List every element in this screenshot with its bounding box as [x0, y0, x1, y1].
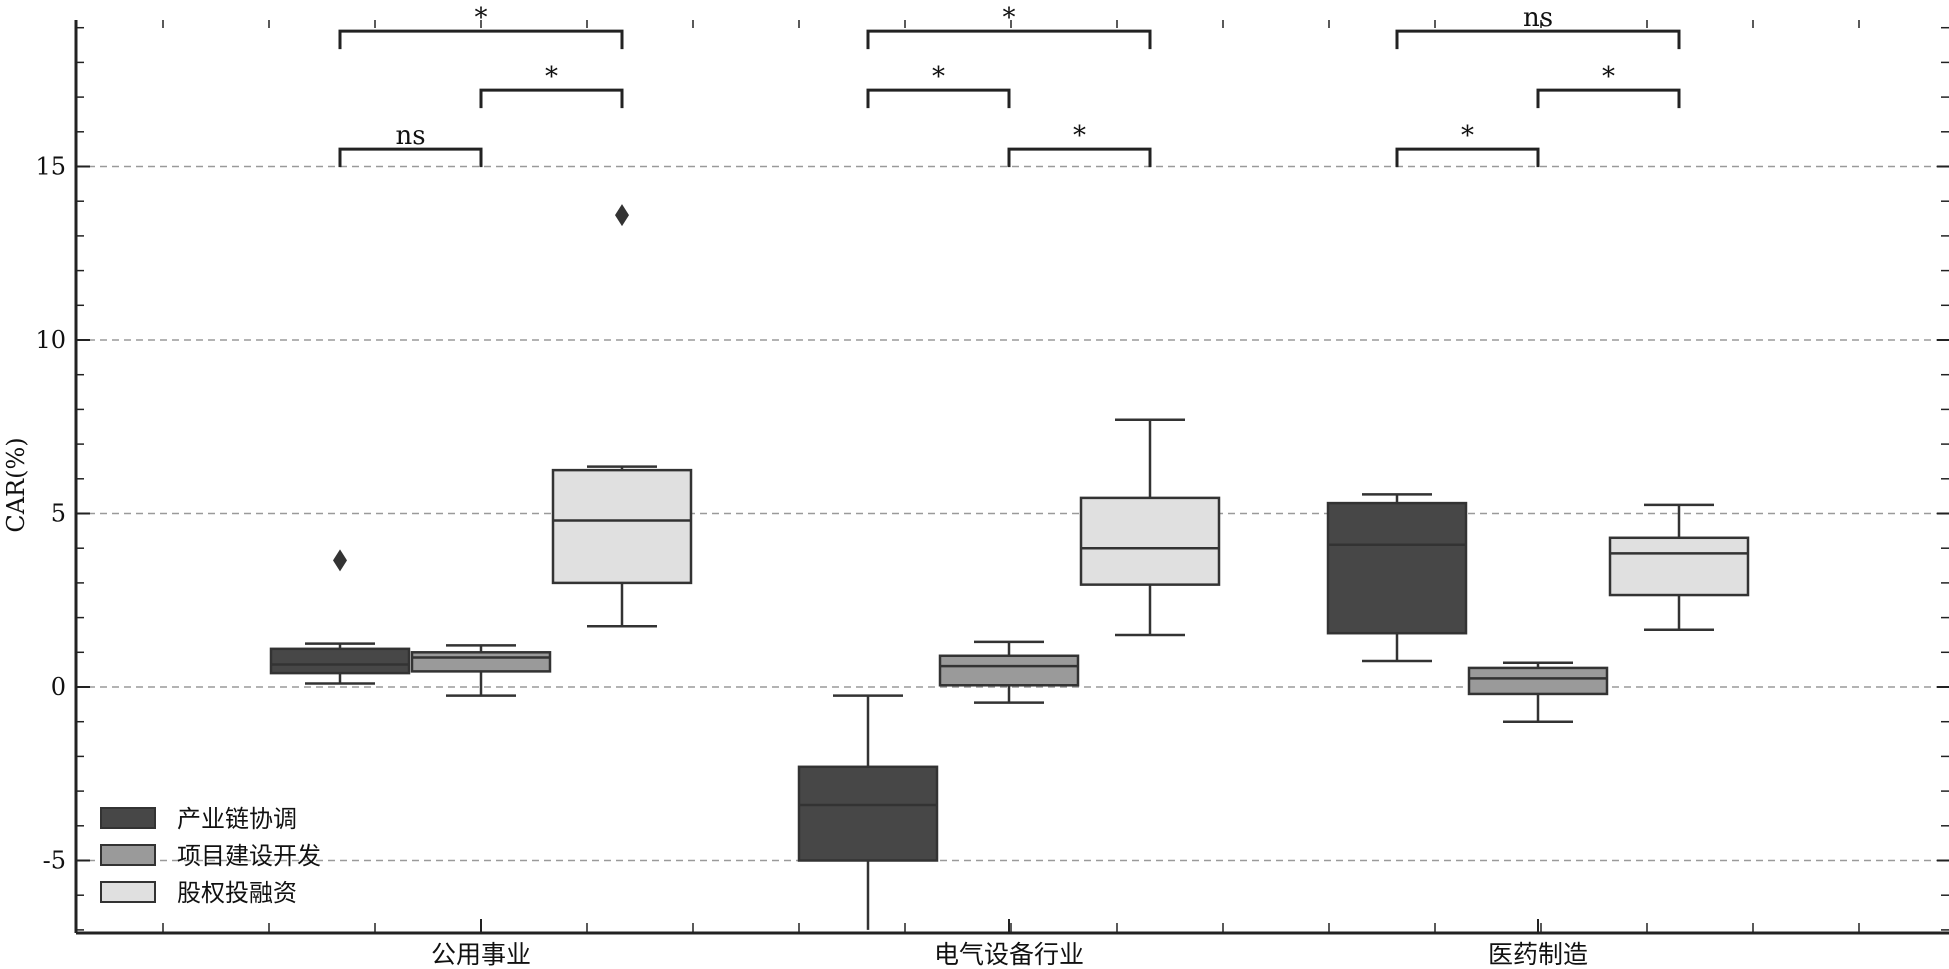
box-group [269, 549, 411, 685]
significance-bracket: * [479, 62, 624, 109]
box-group [551, 204, 693, 628]
box [1326, 501, 1468, 635]
significance-label: * [545, 62, 558, 92]
significance-bracket: * [338, 3, 624, 50]
x-category-label: 公用事业 [431, 940, 531, 969]
significance-bracket: * [1395, 121, 1540, 168]
legend-label: 股权投融资 [177, 879, 297, 907]
box-group [410, 644, 552, 697]
significance-label: * [1602, 62, 1615, 92]
gridlines [76, 165, 1949, 862]
significance-label: * [475, 3, 488, 33]
bracket-line [338, 29, 624, 50]
y-axis-label: CAR(%) [2, 437, 30, 532]
bracket-line [1395, 147, 1540, 168]
axes: -5 0 5 10 15 公用事业 电气设备行业 医药制造 [35, 20, 1949, 969]
x-category-label: 医药制造 [1488, 940, 1588, 969]
significance-bracket: ns [338, 121, 483, 168]
box-group [938, 640, 1080, 704]
legend-swatch [100, 844, 156, 866]
legend-swatch [100, 807, 156, 829]
bracket-line [479, 88, 624, 109]
significance-label: * [1003, 3, 1016, 33]
legend-label: 项目建设开发 [177, 842, 321, 870]
box [1608, 536, 1750, 597]
significance-bracket: * [1536, 62, 1681, 109]
y-tick-label: 10 [35, 326, 66, 354]
box-group [797, 694, 939, 930]
box-group [1079, 418, 1221, 637]
outlier-marker [615, 204, 629, 227]
bracket-line [338, 147, 483, 168]
x-category-label: 电气设备行业 [934, 940, 1084, 969]
box [1079, 496, 1221, 586]
y-tick-label: -5 [43, 847, 66, 875]
y-tick-label: 0 [51, 673, 66, 701]
box [410, 651, 552, 673]
significance-bracket: * [866, 3, 1152, 50]
box-group [1326, 493, 1468, 663]
box-plots [269, 204, 1750, 930]
legend-item: 股权投融资 [100, 879, 297, 907]
significance-label: * [1073, 121, 1086, 151]
legend-label: 产业链协调 [177, 805, 297, 833]
box [938, 654, 1080, 687]
legend-item: 产业链协调 [100, 805, 297, 833]
legend-swatch [100, 881, 156, 903]
bracket-line [1395, 29, 1681, 50]
box [797, 765, 939, 862]
box-group [1467, 661, 1609, 723]
box [1467, 666, 1609, 696]
box-group [1608, 503, 1750, 631]
significance-label: ns [1523, 3, 1553, 33]
significance-brackets: * * ns * * * ns * * [338, 3, 1681, 168]
significance-label: ns [395, 121, 425, 151]
significance-bracket: ns [1395, 3, 1681, 50]
box [551, 468, 693, 585]
legend-item: 项目建设开发 [100, 842, 321, 870]
significance-label: * [1461, 121, 1474, 151]
bracket-line [866, 29, 1152, 50]
bracket-line [1536, 88, 1681, 109]
bracket-line [866, 88, 1011, 109]
significance-bracket: * [866, 62, 1011, 109]
box [269, 647, 411, 675]
y-tick-label: 5 [51, 500, 66, 528]
bracket-line [1007, 147, 1152, 168]
outlier-marker [333, 549, 347, 572]
significance-label: * [932, 62, 945, 92]
y-tick-label: 15 [35, 153, 66, 181]
significance-bracket: * [1007, 121, 1152, 168]
